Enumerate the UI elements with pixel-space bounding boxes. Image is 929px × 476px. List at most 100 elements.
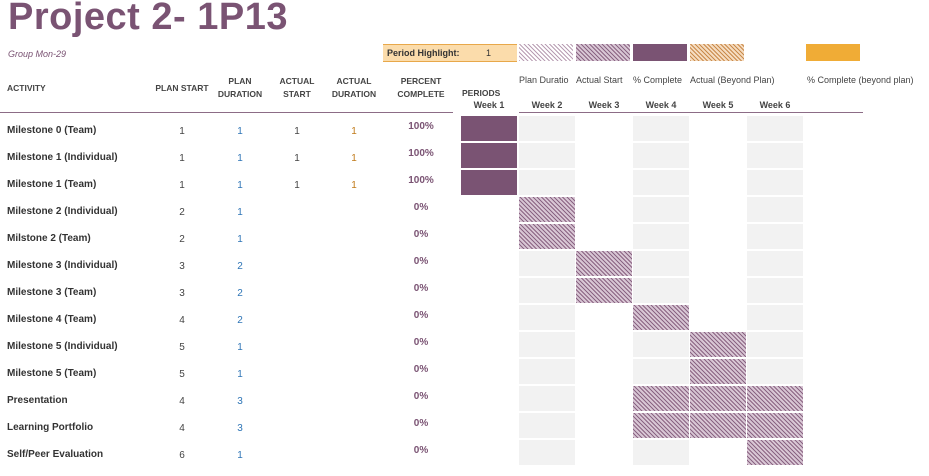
gantt-cell-week-6: [747, 413, 803, 438]
gantt-cell-week-6: [747, 440, 803, 465]
gantt-cell-week-5: [690, 332, 746, 357]
gantt-cell-week-4: [633, 224, 689, 249]
group-label: Group Mon-29: [8, 49, 67, 59]
gantt-cell-week-4: [633, 413, 689, 438]
percent-complete: 0%: [413, 364, 429, 375]
plan-duration: 3: [237, 423, 243, 434]
week-header: Week 2: [531, 100, 563, 110]
gantt-cell-week-2: [519, 359, 575, 384]
activity-name: Learning Portfolio: [7, 422, 94, 433]
gantt-cell-week-2: [519, 143, 575, 168]
gantt-cell-week-1: [461, 413, 517, 438]
activity-name: Milestone 0 (Team): [7, 125, 97, 136]
activity-name: Milestone 5 (Individual): [7, 341, 118, 352]
gantt-cell-week-2: [519, 224, 575, 249]
gantt-cell-week-3: [576, 251, 632, 276]
header-activity: ACTIVITY: [7, 83, 46, 93]
header-percent-complete: PERCENT COMPLETE: [397, 76, 445, 99]
gantt-cell-week-4: [633, 143, 689, 168]
gantt-cell-week-6: [747, 359, 803, 384]
legend-swatch-3: [690, 44, 744, 61]
gantt-cell-week-4: [633, 278, 689, 303]
period-highlight[interactable]: Period Highlight: 1: [383, 44, 517, 62]
week-header: Week 1: [473, 100, 505, 110]
gantt-cell-week-1: [461, 251, 517, 276]
percent-complete: 0%: [413, 391, 429, 402]
gantt-cell-week-6: [747, 386, 803, 411]
gantt-cell-week-1: [461, 305, 517, 330]
plan-start: 4: [179, 315, 185, 326]
plan-start: 4: [179, 396, 185, 407]
gantt-cell-week-5: [690, 224, 746, 249]
plan-duration: 2: [237, 315, 243, 326]
week-header: Week 3: [588, 100, 620, 110]
plan-duration: 2: [237, 288, 243, 299]
plan-duration: 2: [237, 261, 243, 272]
week-header: Week 4: [645, 100, 677, 110]
percent-complete: 100%: [408, 121, 434, 132]
plan-duration: 1: [237, 450, 243, 461]
gantt-cell-week-2: [519, 440, 575, 465]
plan-start: 1: [179, 180, 185, 191]
gantt-cell-week-3: [576, 170, 632, 195]
actual-start: 1: [294, 180, 300, 191]
percent-complete: 100%: [408, 148, 434, 159]
actual-duration: 1: [351, 126, 357, 137]
gantt-cell-week-4: [633, 332, 689, 357]
gantt-cell-week-4: [633, 440, 689, 465]
actual-duration: 1: [351, 153, 357, 164]
plan-start: 1: [179, 126, 185, 137]
gantt-cell-week-5: [690, 440, 746, 465]
gantt-cell-week-4: [633, 170, 689, 195]
period-highlight-value[interactable]: 1: [486, 48, 492, 58]
plan-duration: 1: [237, 369, 243, 380]
header-actual-start: ACTUAL START: [279, 76, 315, 99]
gantt-cell-week-5: [690, 197, 746, 222]
gantt-cell-week-3: [576, 413, 632, 438]
plan-start: 5: [179, 369, 185, 380]
gantt-cell-week-5: [690, 278, 746, 303]
actual-start: 1: [294, 153, 300, 164]
legend-swatch-0: [519, 44, 573, 61]
activity-name: Milestone 1 (Individual): [7, 152, 118, 163]
plan-duration: 1: [237, 234, 243, 245]
header-periods: PERIODS: [462, 88, 501, 98]
activity-name: Self/Peer Evaluation: [7, 449, 104, 460]
gantt-cell-week-3: [576, 440, 632, 465]
gantt-cell-week-1: [461, 143, 517, 168]
gantt-cell-week-5: [690, 413, 746, 438]
percent-complete: 0%: [413, 229, 429, 240]
page-title: Project 2- 1P13: [8, 0, 288, 38]
gantt-cell-week-4: [633, 197, 689, 222]
gantt-cell-week-2: [519, 116, 575, 141]
actual-duration: 1: [351, 180, 357, 191]
gantt-cell-week-2: [519, 413, 575, 438]
plan-duration: 1: [237, 126, 243, 137]
gantt-cell-week-5: [690, 305, 746, 330]
legend-label-3: Actual (Beyond Plan): [690, 75, 775, 85]
plan-start: 4: [179, 423, 185, 434]
period-highlight-label: Period Highlight:: [387, 48, 460, 58]
legend-label-1: Actual Start: [576, 75, 623, 85]
activity-name: Milestone 5 (Team): [7, 368, 97, 379]
gantt-cell-week-3: [576, 359, 632, 384]
header-divider: [0, 112, 453, 113]
week-header: Week 6: [759, 100, 791, 110]
percent-complete: 0%: [413, 418, 429, 429]
plan-duration: 1: [237, 153, 243, 164]
gantt-cell-week-6: [747, 251, 803, 276]
gantt-cell-week-3: [576, 305, 632, 330]
gantt-cell-week-2: [519, 386, 575, 411]
gantt-header-divider: [519, 112, 863, 113]
gantt-cell-week-1: [461, 278, 517, 303]
legend-label-0: Plan Duratio: [519, 75, 569, 85]
plan-start: 6: [179, 450, 185, 461]
percent-complete: 0%: [413, 283, 429, 294]
plan-start: 3: [179, 261, 185, 272]
gantt-cell-week-2: [519, 332, 575, 357]
gantt-cell-week-6: [747, 305, 803, 330]
activity-name: Milstone 2 (Team): [7, 233, 91, 244]
plan-duration: 3: [237, 396, 243, 407]
gantt-cell-week-6: [747, 197, 803, 222]
legend-label-4: % Complete (beyond plan): [807, 75, 914, 85]
